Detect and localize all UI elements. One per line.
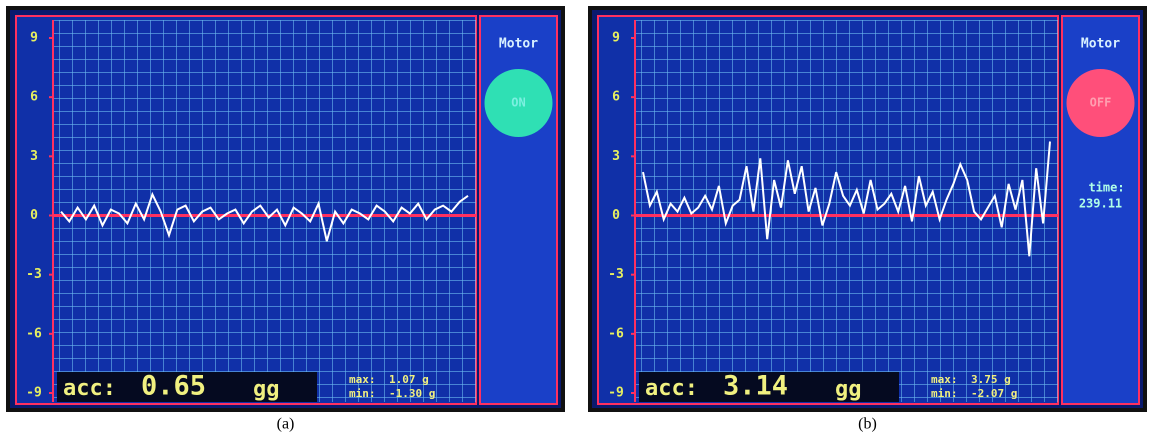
y-tick-label: 3 [30,149,38,164]
y-tick-label: -3 [26,267,42,282]
y-tick-label: 3 [612,149,620,164]
panel-title: Motor [499,37,538,52]
screen: 9 6 3 0 -3 -6 -9 Motor OFF time: 239.11 acc: 3.14 gg m… [588,6,1147,412]
readout-box [57,372,317,402]
min-label: min: [349,387,376,400]
min-value: -1.30 g [389,387,435,400]
y-tick-label: 0 [30,208,38,223]
readout-value: 3.14 [723,371,788,402]
y-tick-label: -6 [608,326,624,341]
y-tick-label: -9 [608,386,624,401]
max-value: 3.75 g [971,373,1011,386]
signal-line [642,141,1051,257]
max-label: max: [349,373,376,386]
readout-unit: gg [253,377,280,402]
y-tick-label: -3 [608,267,624,282]
max-label: max: [931,373,958,386]
motor-button [1066,69,1135,137]
plot-grid [635,20,1058,402]
motor-button-label: ON [511,96,525,110]
screen: 9 6 3 0 -3 -6 -9 Motor ON acc: 0.65 gg max: 1.07 g min… [6,6,565,412]
motor-button-label: OFF [1090,96,1112,110]
y-tick-label: -9 [26,386,42,401]
y-tick-label: 9 [30,31,38,46]
time-value: 239.11 [1079,197,1122,211]
panel-title: Motor [1081,37,1120,52]
y-tick-label: 6 [612,90,620,105]
readout-label: acc: [63,376,116,401]
min-label: min: [931,387,958,400]
min-value: -2.07 g [971,387,1017,400]
signal-line [60,191,469,242]
time-label: time: [1088,181,1124,195]
y-tick-label: -6 [26,326,42,341]
y-tick-label: 0 [612,208,620,223]
y-tick-label: 9 [612,31,620,46]
caption: (a) [277,416,295,433]
readout-box [639,372,899,402]
y-tick-label: 6 [30,90,38,105]
motor-button [484,69,553,137]
readout-value: 0.65 [141,371,206,402]
max-value: 1.07 g [389,373,429,386]
readout-label: acc: [645,376,698,401]
caption: (b) [858,416,877,433]
readout-unit: gg [835,377,862,402]
